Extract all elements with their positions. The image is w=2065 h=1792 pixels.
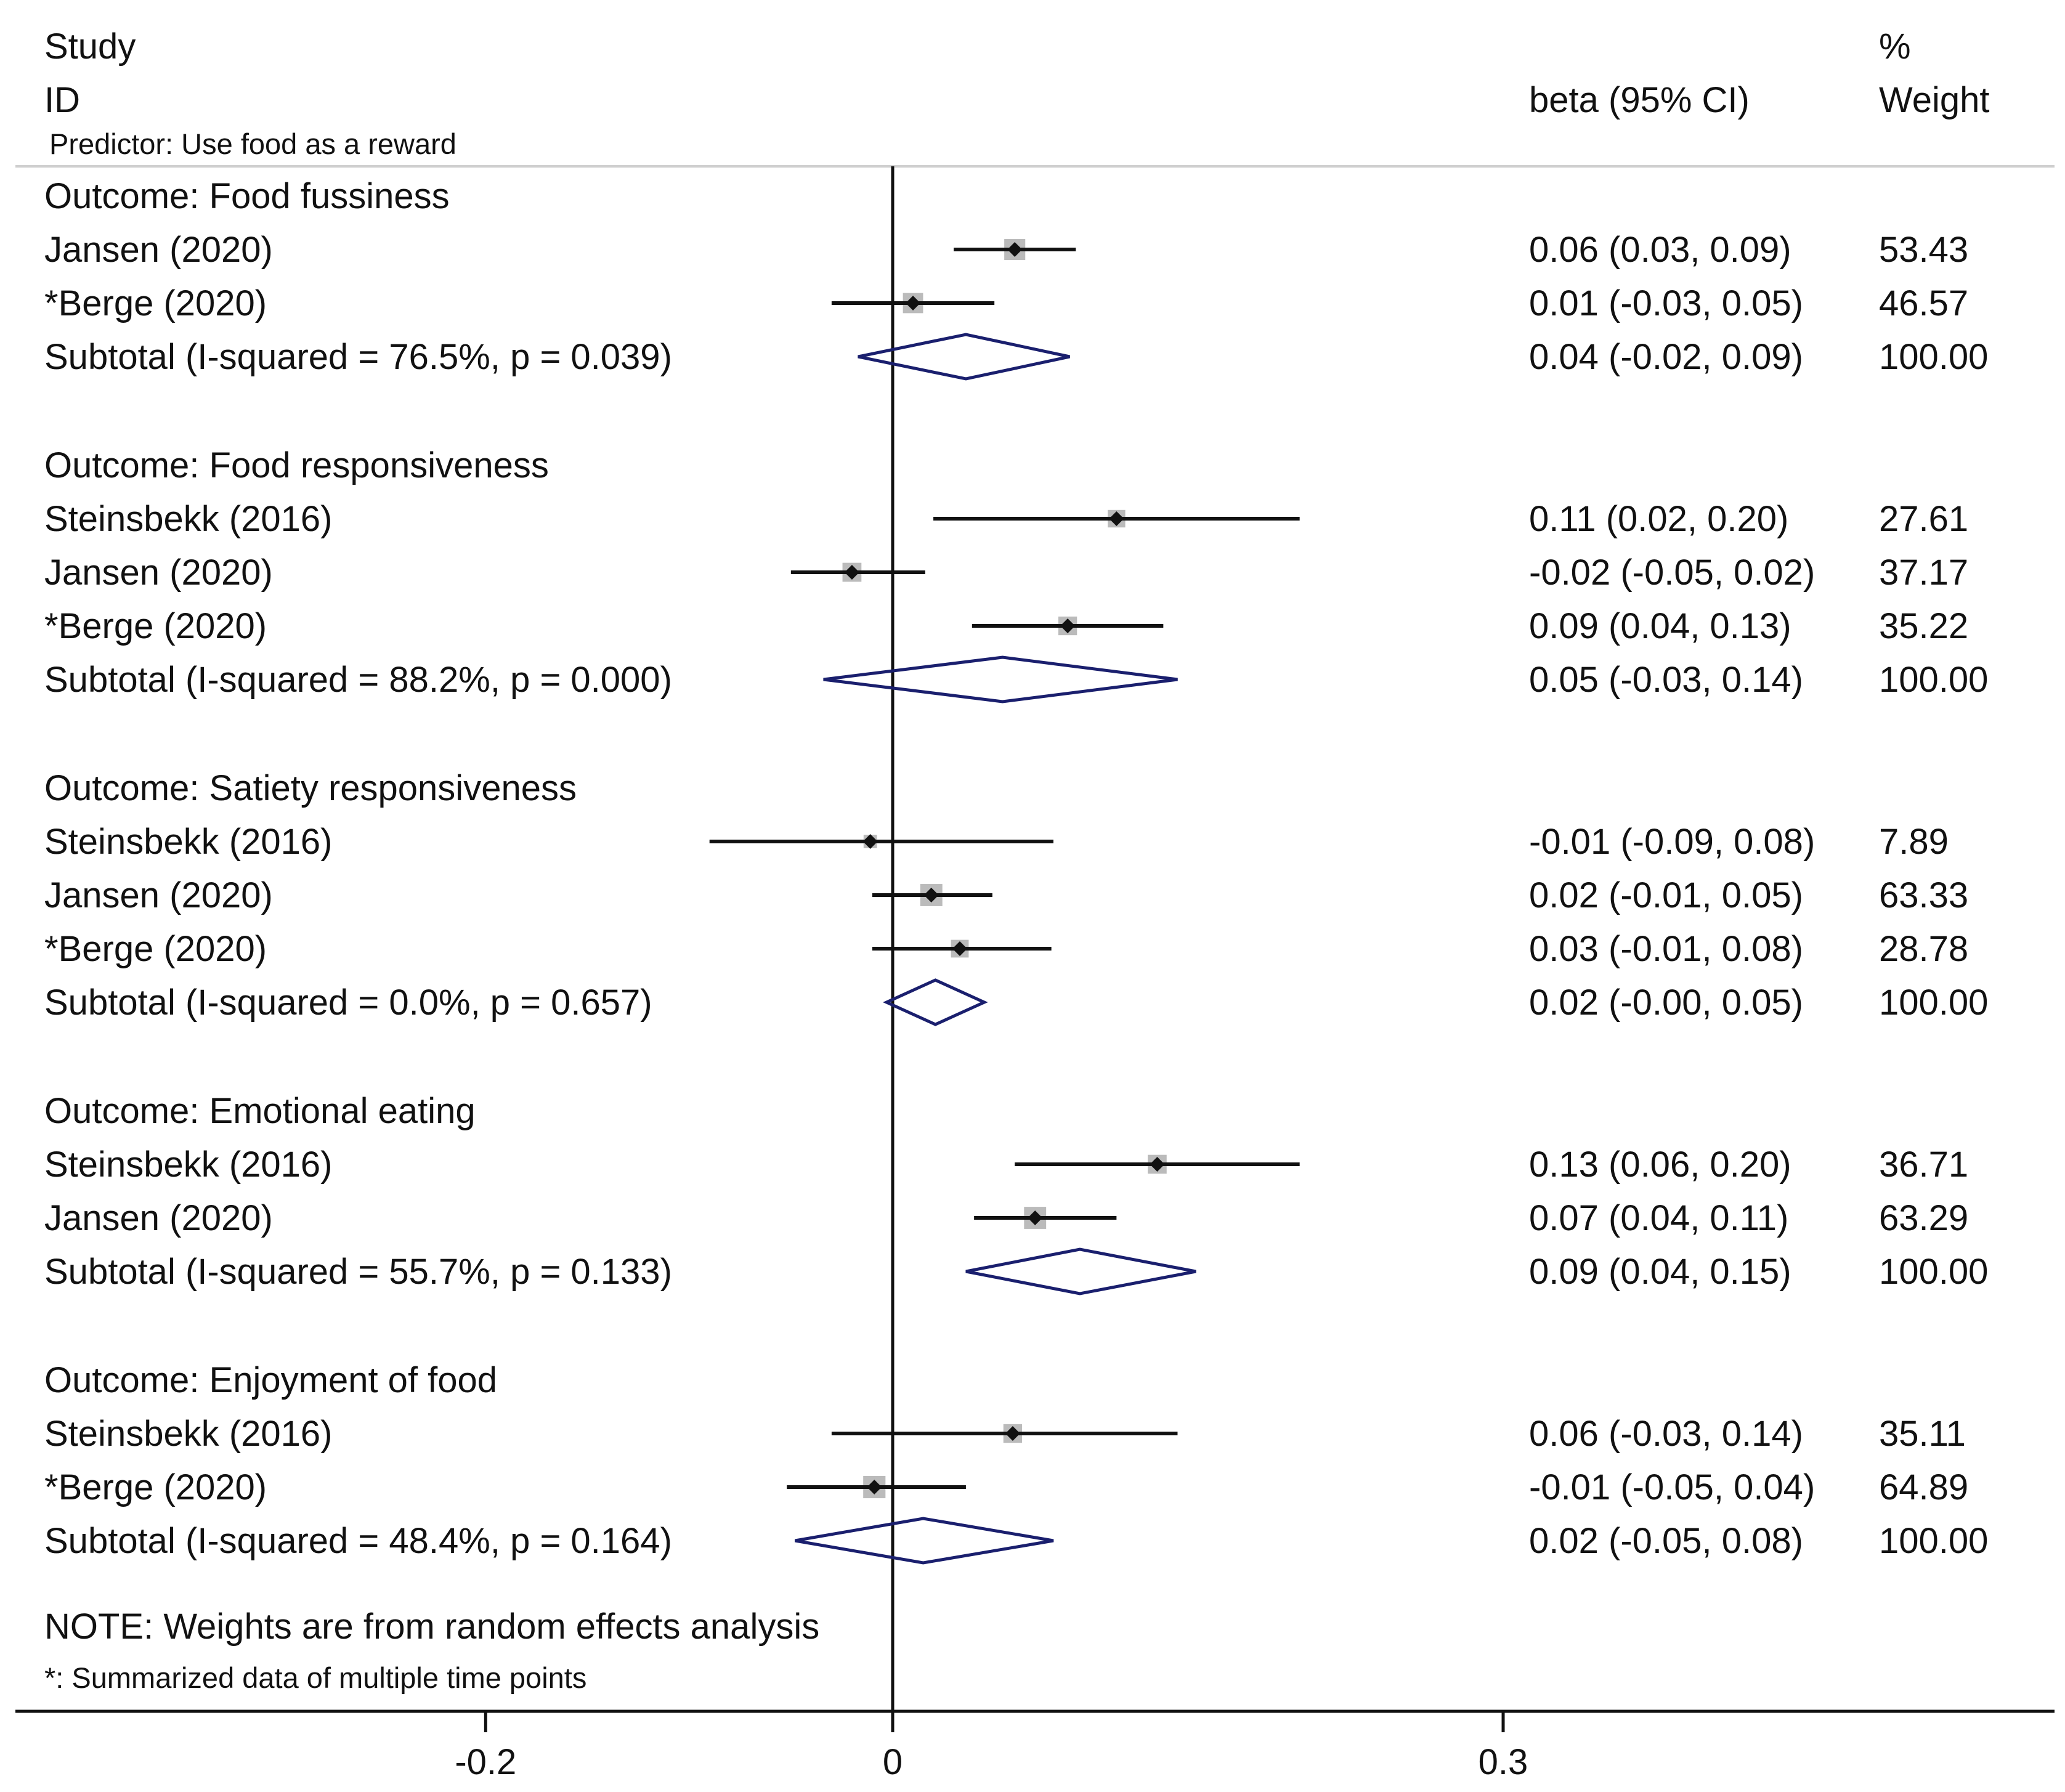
ci-text: -0.01 (-0.09, 0.08) — [1529, 822, 1815, 862]
study-name: Steinsbekk (2016) — [44, 499, 332, 539]
header-study: Study — [44, 26, 136, 67]
point-estimate — [952, 941, 968, 956]
subtotal-weight-text: 100.00 — [1879, 983, 1988, 1023]
weight-text: 63.33 — [1879, 875, 1968, 915]
weight-text: 35.22 — [1879, 606, 1968, 646]
group-title: Outcome: Food responsiveness — [44, 445, 549, 485]
x-tick-label: 0 — [883, 1742, 903, 1782]
group-title: Outcome: Satiety responsiveness — [44, 768, 577, 808]
subtotal-ci-text: 0.02 (-0.00, 0.05) — [1529, 983, 1803, 1023]
ci-text: -0.02 (-0.05, 0.02) — [1529, 553, 1815, 593]
subtotal-ci-text: 0.09 (0.04, 0.15) — [1529, 1252, 1791, 1292]
subtotal-weight-text: 100.00 — [1879, 1521, 1988, 1561]
header-weight: Weight — [1879, 80, 1989, 120]
point-estimate — [1109, 511, 1124, 526]
point-estimate — [1005, 1426, 1020, 1441]
ci-text: -0.01 (-0.05, 0.04) — [1529, 1467, 1815, 1507]
subtotal-ci-text: 0.05 (-0.03, 0.14) — [1529, 660, 1803, 700]
ci-text: 0.06 (-0.03, 0.14) — [1529, 1414, 1803, 1454]
x-tick-label: 0.3 — [1479, 1742, 1528, 1782]
subtotal-label: Subtotal (I-squared = 76.5%, p = 0.039) — [44, 337, 672, 377]
note-weights: NOTE: Weights are from random effects an… — [44, 1607, 819, 1647]
point-estimate — [1150, 1157, 1165, 1172]
weight-text: 37.17 — [1879, 553, 1968, 593]
ci-text: 0.02 (-0.01, 0.05) — [1529, 875, 1803, 915]
study-name: *Berge (2020) — [44, 929, 267, 969]
header-beta: beta (95% CI) — [1529, 80, 1750, 120]
subtotal-diamond — [858, 333, 1070, 381]
subtotal-label: Subtotal (I-squared = 0.0%, p = 0.657) — [44, 983, 652, 1023]
group-title: Outcome: Emotional eating — [44, 1091, 476, 1131]
subtotal-ci-text: 0.02 (-0.05, 0.08) — [1529, 1521, 1803, 1561]
weight-text: 53.43 — [1879, 230, 1968, 270]
weight-text: 63.29 — [1879, 1198, 1968, 1238]
point-estimate — [1007, 242, 1023, 257]
header-predictor: Predictor: Use food as a reward — [49, 128, 456, 160]
subtotal-weight-text: 100.00 — [1879, 1252, 1988, 1292]
ci-text: 0.01 (-0.03, 0.05) — [1529, 283, 1803, 323]
ci-text: 0.11 (0.02, 0.20) — [1529, 499, 1788, 539]
ci-text: 0.06 (0.03, 0.09) — [1529, 230, 1791, 270]
ci-text: 0.03 (-0.01, 0.08) — [1529, 929, 1803, 969]
study-name: *Berge (2020) — [44, 1467, 267, 1507]
study-name: Steinsbekk (2016) — [44, 1414, 332, 1454]
point-estimate — [1028, 1210, 1043, 1225]
weight-text: 35.11 — [1879, 1414, 1966, 1454]
subtotal-label: Subtotal (I-squared = 55.7%, p = 0.133) — [44, 1252, 672, 1292]
ci-text: 0.07 (0.04, 0.11) — [1529, 1198, 1788, 1238]
subtotal-ci-text: 0.04 (-0.02, 0.09) — [1529, 337, 1803, 377]
study-name: *Berge (2020) — [44, 606, 267, 646]
weight-text: 36.71 — [1879, 1145, 1968, 1185]
point-estimate — [867, 1480, 882, 1494]
weight-text: 28.78 — [1879, 929, 1968, 969]
subtotal-label: Subtotal (I-squared = 88.2%, p = 0.000) — [44, 660, 672, 700]
group-title: Outcome: Enjoyment of food — [44, 1360, 497, 1400]
ci-text: 0.13 (0.06, 0.20) — [1529, 1145, 1791, 1185]
header-id: ID — [44, 80, 80, 120]
weight-text: 64.89 — [1879, 1467, 1968, 1507]
study-name: Steinsbekk (2016) — [44, 1145, 332, 1185]
study-name: Jansen (2020) — [44, 553, 273, 593]
subtotal-diamond — [795, 1517, 1054, 1565]
point-estimate — [923, 888, 939, 902]
subtotal-label: Subtotal (I-squared = 48.4%, p = 0.164) — [44, 1521, 672, 1561]
group-title: Outcome: Food fussiness — [44, 176, 450, 216]
point-estimate — [844, 565, 859, 580]
subtotal-diamond — [823, 655, 1178, 703]
point-estimate — [862, 834, 878, 849]
subtotal-weight-text: 100.00 — [1879, 337, 1988, 377]
subtotal-diamond — [965, 1247, 1196, 1295]
weight-text: 46.57 — [1879, 283, 1968, 323]
weight-text: 7.89 — [1879, 822, 1949, 862]
header-pct: % — [1879, 26, 1911, 67]
study-name: Steinsbekk (2016) — [44, 822, 332, 862]
study-name: Jansen (2020) — [44, 1198, 273, 1238]
subtotal-weight-text: 100.00 — [1879, 660, 1988, 700]
study-name: *Berge (2020) — [44, 283, 267, 323]
note-summarized: *: Summarized data of multiple time poin… — [44, 1661, 586, 1694]
study-name: Jansen (2020) — [44, 230, 273, 270]
study-name: Jansen (2020) — [44, 875, 273, 915]
point-estimate — [1060, 618, 1076, 633]
weight-text: 27.61 — [1879, 499, 1968, 539]
subtotal-diamond — [883, 978, 988, 1026]
point-estimate — [906, 296, 921, 310]
ci-text: 0.09 (0.04, 0.13) — [1529, 606, 1791, 646]
x-tick-label: -0.2 — [455, 1742, 516, 1782]
